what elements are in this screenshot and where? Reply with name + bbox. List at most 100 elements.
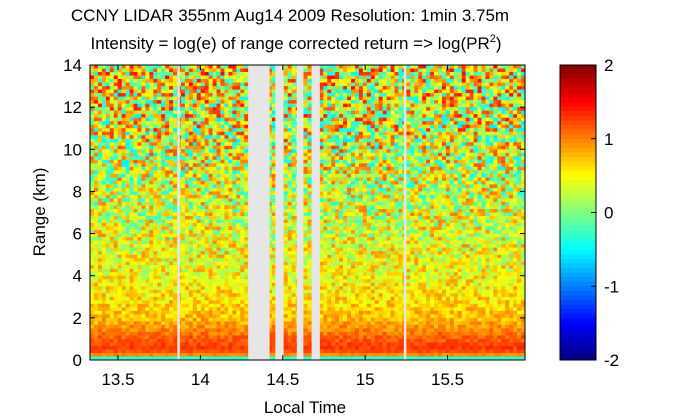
heatmap-cell — [125, 86, 130, 90]
heatmap-cell — [125, 152, 130, 157]
heatmap-cell — [212, 75, 217, 80]
heatmap-cell — [188, 254, 194, 259]
heatmap-cell — [129, 86, 134, 90]
heatmap-cell — [192, 159, 198, 164]
heatmap-cell — [90, 152, 95, 157]
heatmap-cell — [145, 117, 150, 122]
heatmap-cell — [271, 191, 277, 196]
heatmap-cell — [212, 145, 217, 150]
heatmap-cell — [173, 163, 178, 168]
heatmap-cell — [240, 145, 245, 150]
heatmap-cell — [113, 138, 119, 143]
heatmap-cell — [97, 321, 103, 326]
heatmap-cell — [184, 149, 190, 154]
heatmap-cell — [149, 331, 154, 336]
heatmap-cell — [117, 68, 122, 73]
heatmap-cell — [184, 216, 190, 220]
heatmap-cell — [141, 237, 146, 241]
heatmap-cell — [165, 86, 170, 90]
heatmap-cell — [216, 303, 221, 308]
heatmap-cell — [283, 128, 289, 133]
heatmap-cell — [291, 338, 296, 343]
heatmap-cell — [291, 265, 296, 270]
heatmap-cell — [283, 352, 289, 357]
heatmap-cell — [141, 317, 146, 322]
heatmap-cell — [216, 237, 221, 241]
heatmap-cell — [303, 103, 308, 108]
heatmap-cell — [153, 138, 158, 143]
heatmap-cell — [220, 307, 225, 312]
heatmap-cell — [291, 331, 296, 336]
heatmap-cell — [271, 328, 277, 333]
heatmap-cell — [192, 166, 198, 171]
heatmap-cell — [109, 205, 115, 210]
heatmap-cell — [173, 247, 178, 252]
heatmap-cell — [133, 93, 138, 97]
heatmap-cell — [157, 338, 162, 343]
heatmap-cell — [216, 317, 221, 322]
heatmap-cell — [303, 307, 308, 312]
heatmap-cell — [220, 163, 225, 168]
heatmap-cell — [137, 117, 142, 122]
heatmap-cell — [192, 345, 198, 350]
heatmap-cell — [244, 79, 249, 83]
heatmap-cell — [192, 356, 198, 361]
heatmap-cell — [105, 124, 111, 129]
heatmap-cell — [145, 121, 150, 126]
heatmap-cell — [90, 107, 95, 111]
heatmap-cell — [216, 272, 221, 277]
heatmap-cell — [125, 324, 130, 329]
heatmap-cell — [192, 173, 198, 178]
heatmap-cell — [161, 300, 166, 305]
heatmap-cell — [240, 138, 245, 143]
heatmap-cell — [232, 159, 237, 164]
heatmap-cell — [133, 268, 138, 273]
heatmap-cell — [137, 103, 142, 108]
heatmap-cell — [121, 303, 126, 308]
heatmap-cell — [133, 177, 138, 182]
heatmap-cell — [169, 159, 174, 164]
heatmap-cell — [109, 286, 115, 291]
heatmap-cell — [267, 314, 273, 319]
heatmap-cell — [208, 177, 213, 182]
heatmap-cell — [319, 244, 324, 248]
heatmap-cell — [165, 128, 170, 133]
heatmap-cell — [244, 103, 249, 108]
heatmap-cell — [291, 138, 296, 143]
heatmap-cell — [113, 303, 119, 308]
heatmap-cell — [232, 156, 237, 161]
heatmap-cell — [109, 265, 115, 270]
heatmap-cell — [169, 338, 174, 343]
heatmap-cell — [212, 205, 217, 210]
heatmap-cell — [153, 282, 158, 287]
heatmap-cell — [220, 128, 225, 133]
heatmap-cell — [184, 180, 190, 185]
heatmap-cell — [283, 145, 289, 150]
heatmap-cell — [228, 156, 233, 161]
heatmap-cell — [307, 279, 312, 284]
heatmap-cell — [232, 212, 237, 217]
heatmap-cell — [165, 244, 170, 248]
heatmap-cell — [93, 244, 99, 248]
heatmap-cell — [105, 205, 111, 210]
heatmap-cell — [145, 296, 150, 301]
heatmap-cell — [291, 194, 296, 199]
heatmap-cell — [212, 170, 217, 175]
heatmap-cell — [267, 131, 273, 136]
heatmap-cell — [319, 279, 324, 284]
heatmap-cell — [208, 226, 213, 231]
heatmap-cell — [153, 338, 158, 343]
heatmap-cell — [173, 300, 178, 305]
heatmap-cell — [109, 226, 115, 231]
heatmap-cell — [204, 349, 209, 354]
heatmap-cell — [137, 198, 142, 203]
heatmap-cell — [319, 93, 324, 97]
heatmap-cell — [224, 75, 229, 80]
heatmap-cell — [141, 163, 146, 168]
heatmap-cell — [121, 286, 126, 291]
heatmap-cell — [283, 180, 289, 185]
heatmap-cell — [121, 230, 126, 234]
heatmap-cell — [137, 247, 142, 252]
heatmap-cell — [303, 254, 308, 259]
heatmap-cell — [216, 152, 221, 157]
